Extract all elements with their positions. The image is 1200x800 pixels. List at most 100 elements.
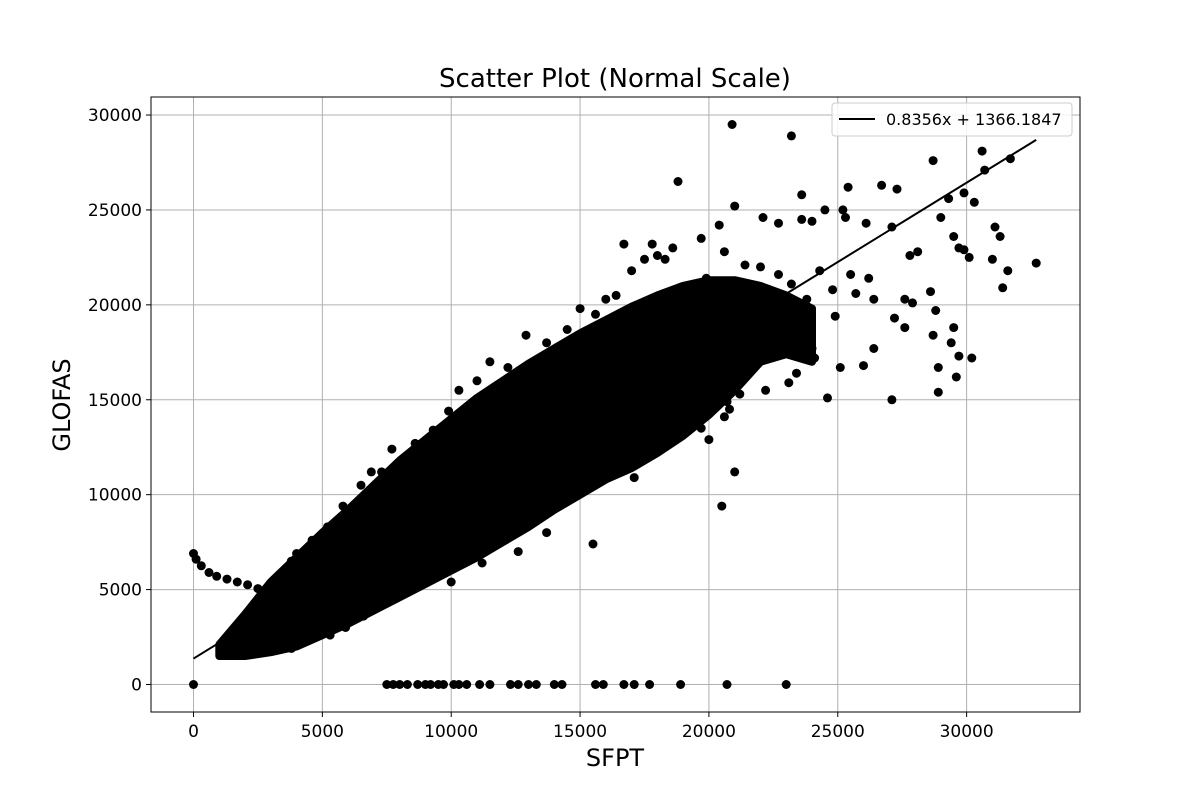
data-point [289, 621, 299, 631]
data-point [951, 372, 961, 382]
y-tick-label: 5000 [99, 581, 142, 601]
data-point [513, 389, 523, 399]
x-tick-label: 0 [188, 722, 199, 742]
data-point [601, 442, 611, 452]
y-tick-label: 30000 [88, 106, 142, 126]
data-point [926, 287, 935, 297]
data-point [562, 325, 572, 334]
data-point [933, 363, 943, 372]
y-axis-label: GLOFAS [48, 358, 76, 451]
y-tick-label: 25000 [88, 201, 142, 221]
data-point [748, 336, 758, 346]
data-point [652, 251, 662, 260]
data-point [629, 680, 639, 689]
data-point [315, 558, 325, 568]
data-point [253, 584, 263, 594]
data-point [668, 290, 678, 300]
legend-entry-fit: 0.8356x + 1366.1847 [886, 110, 1062, 129]
data-point [346, 596, 356, 606]
y-tick-label: 15000 [88, 391, 142, 411]
data-point [959, 245, 969, 255]
data-point [725, 404, 734, 414]
data-point [204, 568, 214, 577]
data-point [892, 184, 902, 194]
data-point [356, 480, 366, 490]
dense-cloud-core [215, 276, 816, 660]
data-point [323, 522, 332, 532]
data-point [714, 220, 724, 230]
data-point [531, 376, 541, 386]
data-point [864, 273, 874, 283]
data-point [418, 543, 428, 553]
data-point [781, 680, 791, 689]
data-point [575, 304, 585, 314]
data-point [521, 330, 531, 340]
data-points [189, 120, 1041, 689]
data-point [549, 680, 559, 689]
data-point [959, 188, 969, 198]
data-point [756, 262, 765, 272]
data-point [346, 530, 356, 539]
data-point [859, 361, 868, 371]
plot-frame [150, 96, 1081, 713]
data-point [663, 383, 673, 393]
data-point [763, 349, 773, 359]
data-point [616, 465, 626, 475]
data-point [900, 323, 910, 333]
data-point [307, 613, 317, 623]
data-point [480, 416, 490, 426]
data-point [928, 330, 938, 340]
data-point [258, 636, 268, 646]
data-point [735, 361, 745, 371]
data-point [774, 270, 783, 279]
data-point [761, 385, 771, 395]
data-point [464, 431, 474, 441]
y-tick-label: 0 [131, 675, 142, 695]
data-point [341, 623, 351, 632]
data-point [274, 628, 284, 638]
data-point [382, 569, 392, 579]
data-point [472, 511, 482, 520]
data-point [913, 247, 923, 257]
data-point [619, 680, 629, 689]
data-point [949, 323, 959, 333]
data-point [196, 561, 206, 571]
data-point [647, 239, 657, 249]
data-point [485, 680, 495, 689]
data-point [384, 594, 394, 604]
data-point [413, 680, 423, 689]
data-point [704, 435, 714, 445]
data-point [359, 611, 369, 621]
data-point [655, 429, 665, 439]
data-point [830, 311, 840, 321]
data-point [413, 473, 423, 483]
data-point [261, 590, 271, 600]
data-point [851, 289, 861, 298]
data-point [616, 397, 626, 407]
data-point [598, 328, 608, 338]
data-point [392, 566, 402, 576]
data-point [588, 539, 598, 549]
data-point [485, 357, 495, 367]
data-point [823, 393, 832, 403]
data-point [815, 266, 825, 276]
data-point [696, 233, 706, 243]
data-point [513, 547, 523, 557]
data-point [634, 450, 644, 460]
data-point [949, 232, 959, 241]
data-point [542, 528, 552, 538]
data-point [413, 550, 423, 560]
y-tick-label: 20000 [88, 296, 142, 316]
data-point [307, 535, 317, 545]
data-point [583, 340, 593, 350]
data-point [869, 294, 879, 304]
data-point [580, 423, 590, 433]
data-point [462, 680, 472, 689]
data-point [377, 575, 387, 585]
data-point [784, 378, 794, 388]
data-point [804, 325, 814, 334]
data-point [717, 287, 727, 297]
data-point [503, 363, 513, 372]
data-point [506, 680, 515, 689]
legend-box [831, 102, 1073, 137]
